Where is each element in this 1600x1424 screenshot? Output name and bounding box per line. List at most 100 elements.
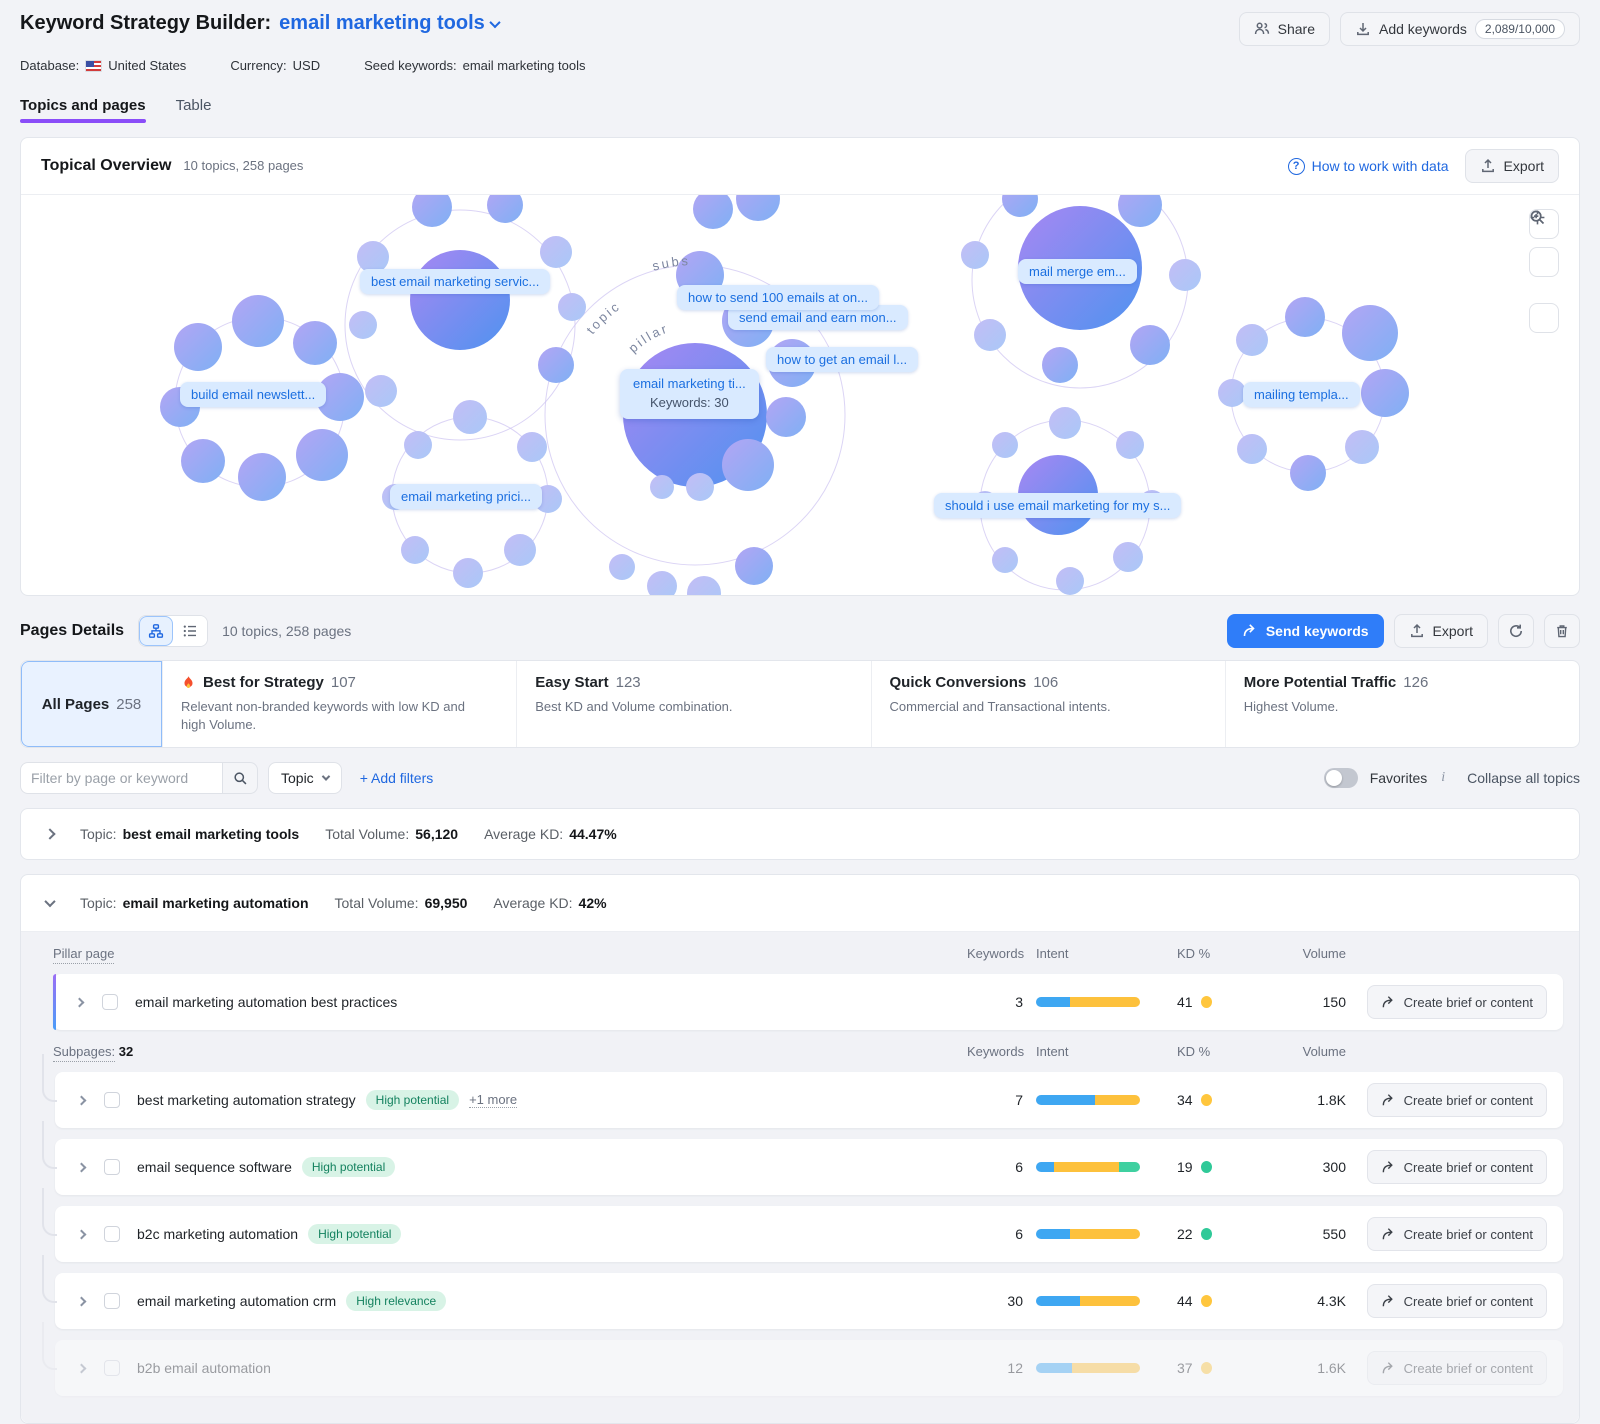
potential-badge: High potential [302,1157,395,1177]
search-icon [233,771,248,786]
create-brief-button[interactable]: Create brief or content [1367,985,1547,1019]
volume-value: 1.8K [1262,1092,1346,1108]
topic-label: Topic: [80,895,117,911]
row-checkbox[interactable] [104,1092,120,1108]
list-view-button[interactable] [173,616,207,646]
zoom-out-button[interactable] [1529,247,1559,277]
fit-view-button[interactable] [1529,303,1559,333]
project-selector[interactable]: email marketing tools [279,12,499,35]
upload-icon [1480,158,1496,174]
subpages-header-row: Subpages: 32 Keywords Intent KD % Volume [37,1030,1563,1072]
download-icon [1355,21,1371,37]
search-button[interactable] [222,762,258,794]
topic-summary-row[interactable]: Topic: email marketing automation Total … [21,875,1579,931]
create-brief-label: Create brief or content [1404,1227,1533,1242]
create-brief-button[interactable]: Create brief or content [1367,1150,1547,1184]
expand-row-button[interactable] [71,1231,91,1238]
topical-map[interactable]: pillar topic subs best email marketing s… [21,195,1579,595]
expand-row-button[interactable] [71,1097,91,1104]
tab-topics-and-pages[interactable]: Topics and pages [20,97,146,123]
collapse-all-topics-link[interactable]: Collapse all topics [1467,770,1580,786]
page-name[interactable]: email marketing automation best practice… [135,994,397,1010]
topic-label-pill[interactable]: best email marketing servic... [360,269,550,294]
export-label: Export [1504,158,1544,174]
row-checkbox[interactable] [104,1293,120,1309]
share-button[interactable]: Share [1239,12,1330,46]
keywords-value: 3 [967,994,1023,1010]
intent-segment-green [1119,1162,1140,1172]
row-checkbox[interactable] [104,1226,120,1242]
project-name: email marketing tools [279,12,485,35]
page-name[interactable]: b2c marketing automation [137,1226,298,1242]
create-brief-button[interactable]: Create brief or content [1367,1284,1547,1318]
intent-segment-blue [1036,1229,1070,1239]
row-checkbox[interactable] [102,994,118,1010]
info-icon[interactable]: i [1439,770,1447,786]
currency-label: Currency: [230,58,286,73]
more-badges-link[interactable]: +1 more [469,1092,517,1108]
topic-label-pill[interactable]: how to get an email l... [766,347,918,372]
topic-label-pill[interactable]: mailing templa... [1243,382,1360,407]
tab-table[interactable]: Table [176,97,212,123]
share-label: Share [1278,21,1315,37]
row-checkbox[interactable] [104,1159,120,1175]
seed-keywords-value: email marketing tools [463,58,586,73]
topic-label-pill[interactable]: how to send 100 emails at on... [677,285,879,310]
delete-button[interactable] [1544,614,1580,648]
strategy-tab-quick-conversions[interactable]: Quick Conversions 106 Commercial and Tra… [871,661,1225,747]
overview-export-button[interactable]: Export [1465,149,1559,183]
create-brief-button[interactable]: Create brief or content [1367,1351,1547,1385]
topic-label-pill[interactable]: should i use email marketing for my s... [934,493,1181,518]
topic-label-pill[interactable]: build email newslett... [180,382,326,407]
how-to-work-with-data-link[interactable]: ? How to work with data [1288,158,1449,175]
sitemap-icon [148,623,164,639]
topic-label-pill[interactable]: email marketing prici... [390,484,542,509]
strategy-tab-all-pages[interactable]: All Pages 258 [21,661,162,747]
page-name[interactable]: email marketing automation crm [137,1293,336,1309]
total-volume-label: Total Volume: [325,826,409,842]
row-checkbox[interactable] [104,1360,120,1376]
seed-keywords-label: Seed keywords: [364,58,457,73]
volume-value: 150 [1262,994,1346,1010]
tree-view-button[interactable] [139,616,173,646]
refresh-button[interactable] [1498,614,1534,648]
col-intent: Intent [1036,1044,1164,1059]
favorites-toggle[interactable] [1324,768,1358,788]
strategy-tab-easy-start[interactable]: Easy Start 123 Best KD and Volume combin… [516,661,870,747]
focused-topic-pill[interactable]: email marketing ti...Keywords: 30 [620,369,759,419]
page-name[interactable]: b2b email automation [137,1360,271,1376]
expand-row-button[interactable] [71,1164,91,1171]
add-filters-link[interactable]: + Add filters [360,770,434,786]
topic-filter-select[interactable]: Topic [268,762,342,794]
send-keywords-button[interactable]: Send keywords [1227,614,1384,648]
people-icon [1254,21,1270,37]
expand-row-button[interactable] [69,999,89,1006]
pages-export-button[interactable]: Export [1394,614,1488,648]
create-brief-button[interactable]: Create brief or content [1367,1217,1547,1251]
expand-row-button[interactable] [71,1365,91,1372]
page-name[interactable]: best marketing automation strategy [137,1092,356,1108]
kd-dot [1201,1228,1212,1240]
project-meta: Database: United States Currency: USD Se… [20,58,1580,73]
strategy-tab-label: All Pages [42,696,110,713]
col-kd: KD % [1177,946,1249,961]
subpages-header[interactable]: Subpages: [53,1044,115,1062]
topic-summary-row[interactable]: Topic: best email marketing tools Total … [21,809,1579,859]
filter-input[interactable] [20,762,222,794]
strategy-tab-more-potential-traffic[interactable]: More Potential Traffic 126 Highest Volum… [1225,661,1579,747]
page-name[interactable]: email sequence software [137,1159,292,1175]
upload-icon [1409,623,1425,639]
add-keywords-button[interactable]: Add keywords 2,089/10,000 [1340,12,1580,46]
send-arrow-icon [1381,1160,1396,1175]
create-brief-label: Create brief or content [1404,1294,1533,1309]
create-brief-button[interactable]: Create brief or content [1367,1083,1547,1117]
pillar-page-header[interactable]: Pillar page [53,946,114,964]
pillar-header-row: Pillar page Keywords Intent KD % Volume [37,932,1563,974]
topic-label-pill[interactable]: mail merge em... [1018,259,1137,284]
main-tabs: Topics and pages Table [20,97,1580,123]
volume-value: 300 [1262,1159,1346,1175]
strategy-tab-best-for-strategy[interactable]: Best for Strategy 107 Relevant non-brand… [162,661,516,747]
intent-segment-blue [1036,1296,1080,1306]
subpages-count: 32 [119,1044,133,1059]
expand-row-button[interactable] [71,1298,91,1305]
